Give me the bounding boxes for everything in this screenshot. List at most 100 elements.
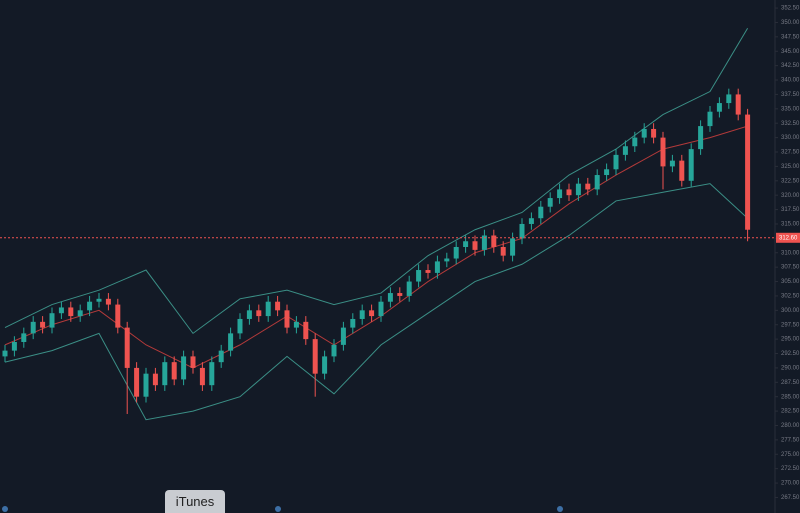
y-tick-label: 282.50 <box>781 409 800 415</box>
candle-body <box>557 189 563 199</box>
candle-body <box>594 175 600 190</box>
candle-body <box>425 270 431 273</box>
candle-body <box>716 103 722 112</box>
y-tick-label: 310.00 <box>781 250 800 256</box>
y-tick-label: 267.50 <box>781 495 800 501</box>
candle-body <box>30 321 36 334</box>
y-tick-label: 330.00 <box>781 135 800 141</box>
candle-body <box>538 206 544 219</box>
candle-body <box>256 310 262 317</box>
candle-body <box>134 367 140 397</box>
candle-body <box>745 114 751 230</box>
y-tick-label: 332.50 <box>781 121 800 127</box>
candle-body <box>707 111 713 127</box>
y-tick-label: 270.00 <box>781 481 800 487</box>
candle-body <box>735 94 741 115</box>
candle-body <box>369 310 375 317</box>
candle-body <box>21 333 27 342</box>
candle-body <box>152 373 158 386</box>
y-tick-label: 322.50 <box>781 178 800 184</box>
icon <box>275 506 281 512</box>
candle-body <box>453 247 459 259</box>
y-tick-label: 277.50 <box>781 437 800 443</box>
candle-body <box>679 160 685 181</box>
candle-body <box>660 137 666 167</box>
candle-body <box>77 310 83 317</box>
candle-body <box>463 241 469 247</box>
tooltip-button[interactable]: iTunes <box>165 490 225 513</box>
candle-body <box>246 310 252 319</box>
y-tick-label: 350.00 <box>781 20 800 26</box>
candle-body <box>641 128 647 138</box>
y-tick-label: 280.00 <box>781 423 800 429</box>
candle-body <box>312 339 318 374</box>
y-tick-label: 342.50 <box>781 63 800 69</box>
candle-body <box>40 321 46 328</box>
candle-body <box>566 189 572 196</box>
y-tick-label: 300.00 <box>781 308 800 314</box>
y-tick-label: 347.50 <box>781 34 800 40</box>
price-tag <box>776 232 800 243</box>
candle-body <box>49 313 55 328</box>
y-tick-label: 320.00 <box>781 193 800 199</box>
candle-body <box>397 293 403 296</box>
y-tick-label: 292.50 <box>781 351 800 357</box>
candle-body <box>303 321 309 340</box>
y-tick-label: 272.50 <box>781 466 800 472</box>
candle-body <box>651 128 657 138</box>
y-tick-label: 302.50 <box>781 294 800 300</box>
y-tick-label: 337.50 <box>781 92 800 98</box>
candle-body <box>293 321 299 328</box>
candle-body <box>434 261 440 273</box>
candle-body <box>331 344 337 357</box>
candle-body <box>143 373 149 397</box>
y-tick-label: 325.00 <box>781 164 800 170</box>
candle-body <box>585 183 591 190</box>
candle-body <box>124 327 130 368</box>
candle-body <box>622 146 628 155</box>
candle-body <box>726 94 732 104</box>
candle-body <box>284 310 290 328</box>
candle-body <box>162 362 168 386</box>
y-tick-label: 352.50 <box>781 6 800 12</box>
candle-body <box>387 293 393 302</box>
candle-body <box>350 318 356 328</box>
y-tick-label: 297.50 <box>781 322 800 328</box>
price-label: 312.60 <box>779 235 798 241</box>
y-tick-label: 340.00 <box>781 78 800 84</box>
y-tick-label: 275.00 <box>781 452 800 458</box>
icon <box>2 506 8 512</box>
y-tick-label: 317.50 <box>781 207 800 213</box>
candle-body <box>575 183 581 196</box>
candle-body <box>322 356 328 374</box>
candle-body <box>528 218 534 224</box>
candle-body <box>237 318 243 334</box>
candle-body <box>115 304 121 328</box>
y-tick-label: 335.00 <box>781 106 800 112</box>
candle-body <box>265 301 271 317</box>
y-tick-label: 315.00 <box>781 222 800 228</box>
candle-body <box>632 137 638 147</box>
y-tick-label: 285.00 <box>781 394 800 400</box>
candle-body <box>519 223 525 239</box>
y-tick-label: 327.50 <box>781 150 800 156</box>
candle-body <box>406 281 412 296</box>
candle-body <box>688 149 694 181</box>
candle-body <box>199 367 205 386</box>
y-tick-label: 295.00 <box>781 337 800 343</box>
candle-body <box>604 169 610 176</box>
candle-body <box>96 298 102 302</box>
candle-body <box>510 238 516 256</box>
candle-body <box>378 301 384 317</box>
candle-body <box>58 307 64 314</box>
candle-body <box>613 154 619 170</box>
candle-body <box>87 301 93 311</box>
y-tick-label: 287.50 <box>781 380 800 386</box>
candle-body <box>340 327 346 345</box>
candle-body <box>190 356 196 368</box>
y-tick-label: 307.50 <box>781 265 800 271</box>
candle-body <box>2 350 8 357</box>
candle-body <box>228 333 234 351</box>
